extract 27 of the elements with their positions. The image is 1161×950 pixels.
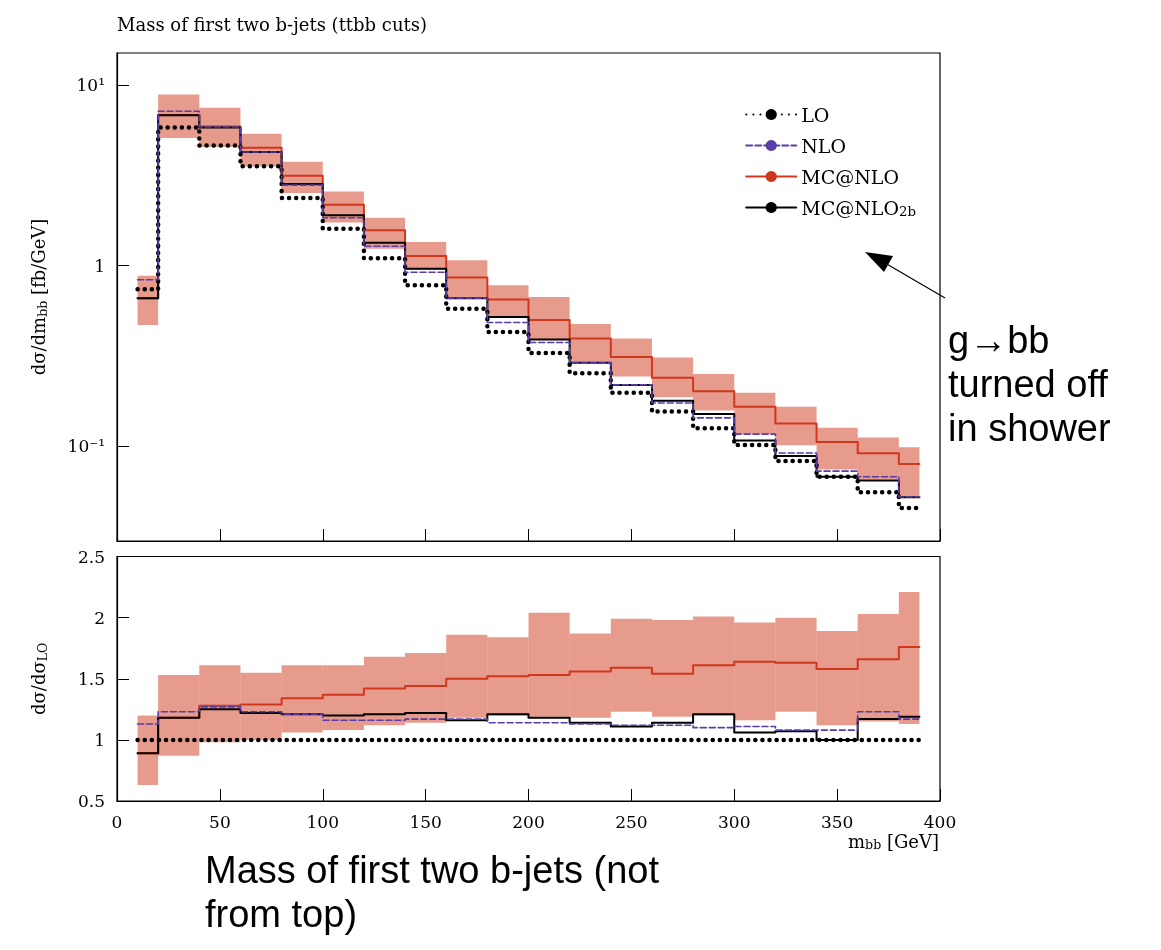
y-tick-label: 10⁻¹ — [67, 436, 105, 457]
x-tick-label: 50 — [209, 811, 231, 832]
x-tick-label: 250 — [615, 811, 648, 832]
x-tick-label: 300 — [718, 811, 751, 832]
x-tick-label: 100 — [306, 811, 339, 832]
y-axis-title: dσ/dσLO — [28, 642, 50, 715]
y-tick-label: 1.5 — [77, 668, 105, 689]
x-tick-label: 400 — [923, 811, 957, 832]
legend-label: MC@NLO — [801, 165, 900, 188]
chart-title: Mass of first two b-jets (ttbb cuts) — [117, 13, 428, 35]
y-tick-label: 2 — [94, 607, 105, 628]
legend-label: NLO — [801, 134, 847, 157]
x-tick-label: 150 — [409, 811, 442, 832]
legend-label: LO — [801, 103, 830, 126]
y-tick-label: 2.5 — [77, 546, 105, 567]
y-tick-label: 10¹ — [76, 74, 105, 95]
text: g→bb turned off in shower — [948, 319, 1119, 449]
y-axis-title: dσ/dmbb [fb/GeV] — [28, 218, 50, 376]
text: Mass of first two b-jets (not from top) — [205, 849, 670, 935]
y-tick-label: 1 — [94, 255, 105, 276]
x-axis-title: mbb [GeV] — [848, 830, 939, 853]
x-tick-label: 350 — [820, 811, 854, 832]
y-tick-label: 0.5 — [77, 791, 105, 811]
x-tick-label: 200 — [512, 811, 545, 832]
x-tick-label: 0 — [111, 811, 123, 832]
y-tick-label: 1 — [94, 729, 105, 750]
legend-label: MC@NLO2b — [801, 196, 917, 219]
